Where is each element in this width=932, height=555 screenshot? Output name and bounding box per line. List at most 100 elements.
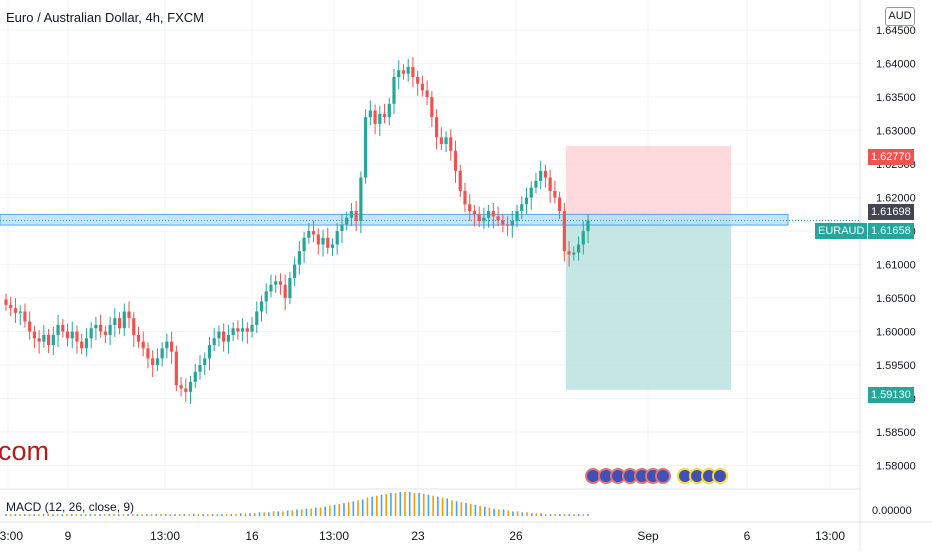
y-tick-label: 1.61000 (876, 260, 916, 272)
macd-bar (535, 513, 538, 516)
macd-bar (249, 513, 251, 516)
candle-body (382, 113, 387, 118)
macd-bar (357, 500, 359, 516)
candle-body (94, 324, 98, 329)
macd-bar (84, 514, 87, 516)
macd-bar (70, 514, 73, 516)
candle-body (439, 137, 443, 145)
macd-bar (19, 514, 21, 516)
candle-body (354, 211, 358, 222)
macd-bar (75, 514, 78, 516)
macd-bar (291, 510, 294, 516)
candle-body (203, 358, 207, 366)
candle-body (297, 251, 301, 265)
macd-bar (361, 499, 364, 516)
macd-bar (479, 505, 481, 516)
macd-bar (441, 497, 444, 516)
candle-body (458, 170, 462, 191)
candle-body (307, 231, 311, 238)
candle-body (401, 70, 406, 74)
candle-body (491, 211, 495, 217)
macd-bar (94, 514, 96, 516)
candle-body (392, 77, 396, 104)
candle-body (61, 324, 65, 332)
macd-bar (253, 513, 256, 516)
macd-bar (80, 514, 82, 516)
candle-body (42, 334, 46, 342)
candle-body (567, 251, 571, 255)
candle-body (245, 328, 249, 332)
candle-body (558, 197, 562, 212)
candle-body (226, 334, 230, 342)
macd-bar (540, 513, 542, 516)
macd-bar (544, 514, 547, 516)
macd-bar (56, 514, 59, 516)
candle-body (397, 70, 401, 78)
macd-bar (563, 514, 566, 516)
macd-bar (164, 514, 167, 516)
stop-zone (566, 218, 731, 390)
macd-bar (437, 496, 439, 516)
y-tick-label: 1.64000 (876, 59, 916, 71)
macd-bar (493, 508, 495, 516)
candle-body (501, 220, 505, 225)
candle-body (283, 284, 287, 299)
candle-body (430, 97, 434, 118)
candle-body (136, 334, 141, 342)
candle-body (524, 197, 529, 205)
candle-body (141, 341, 145, 349)
candle-body (487, 211, 491, 218)
candle-body (236, 328, 240, 332)
candle-body (264, 291, 268, 302)
macd-bar (268, 512, 270, 516)
macd-bar (117, 514, 120, 516)
candle-body (160, 348, 164, 359)
macd-bar (122, 514, 125, 516)
candle-body (278, 281, 283, 285)
macd-bar (483, 506, 486, 516)
macd-bar (512, 511, 514, 516)
y-tick-label: 1.62000 (876, 193, 916, 205)
macd-bar (286, 510, 289, 516)
candle-body (453, 150, 458, 171)
candle-body (117, 318, 122, 329)
candle-body (340, 224, 344, 232)
candle-body (406, 66, 410, 74)
macd-bar (192, 514, 195, 516)
candle-body (46, 334, 51, 345)
y-tick-label: 1.58500 (876, 427, 916, 439)
macd-bar (549, 514, 552, 516)
target-zone (566, 146, 731, 219)
macd-bar (146, 514, 148, 516)
event-flag-icon (585, 468, 601, 484)
candle-body (122, 311, 126, 329)
x-tick-label: 13:00 (0, 529, 23, 543)
macd-bar (343, 503, 345, 516)
candle-body (373, 110, 377, 124)
candle-body (212, 338, 216, 345)
candle-body (75, 331, 79, 342)
macd-bar (507, 510, 510, 516)
candle-body (505, 224, 510, 226)
macd-bar (9, 514, 12, 516)
macd-bar (155, 514, 158, 516)
y-tick-label: 1.58000 (876, 461, 916, 473)
currency-button[interactable]: AUD (885, 7, 915, 26)
macd-bar (310, 508, 312, 516)
macd-bar (103, 514, 106, 516)
macd-bar (239, 513, 242, 516)
macd-bar (366, 497, 369, 516)
macd-bar (347, 502, 350, 516)
macd-bar (66, 514, 68, 516)
candle-body (562, 211, 566, 252)
macd-bar (160, 514, 162, 516)
candle-body (28, 321, 32, 332)
candle-body (288, 277, 292, 299)
macd-label: MACD (12, 26, close, 9) (6, 500, 135, 514)
target-price-badge: 1.62770 (868, 149, 914, 165)
macd-bar (282, 511, 284, 516)
candle-body (23, 311, 27, 322)
candle-body (416, 77, 420, 84)
y-tick-label: 1.63500 (876, 92, 916, 104)
